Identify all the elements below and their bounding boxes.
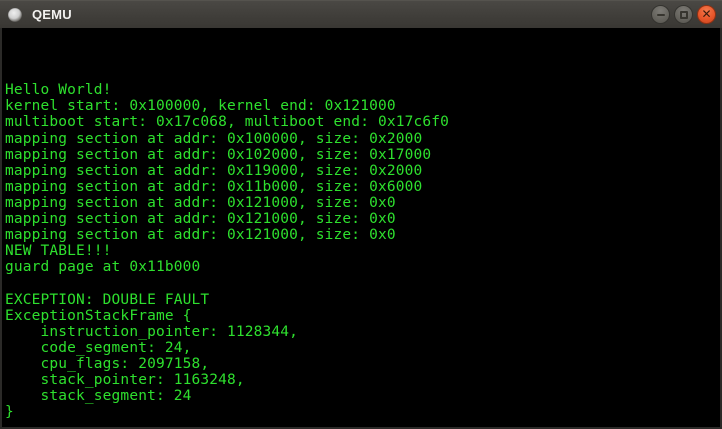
console-line: mapping section at addr: 0x119000, size:… (5, 162, 423, 179)
console-line: stack_pointer: 1163248, (5, 371, 245, 388)
app-circle-icon (8, 7, 22, 22)
console-line: mapping section at addr: 0x102000, size:… (5, 146, 432, 163)
window-titlebar[interactable]: QEMU ✕ (0, 0, 722, 28)
console-line: guard page at 0x11b000 (5, 259, 201, 276)
console-line (5, 275, 720, 291)
window-controls: ✕ (651, 5, 716, 24)
console-line: } (5, 404, 14, 421)
console-line (5, 34, 720, 50)
console-line: NEW TABLE!!! (5, 243, 112, 260)
console-line: mapping section at addr: 0x121000, size:… (5, 194, 396, 211)
console-line: multiboot start: 0x17c068, multiboot end… (5, 114, 449, 131)
console-line: mapping section at addr: 0x11b000, size:… (5, 178, 423, 195)
console-line: ExceptionStackFrame { (5, 307, 192, 324)
console-line: Hello World! (5, 82, 112, 99)
console-line: EXCEPTION: DOUBLE FAULT (5, 291, 210, 308)
minimize-button[interactable] (651, 5, 670, 24)
close-icon: ✕ (701, 7, 712, 21)
close-button[interactable]: ✕ (697, 5, 716, 24)
vm-console-output[interactable]: Hello World! kernel start: 0x100000, kern… (2, 28, 720, 427)
console-line: instruction_pointer: 1128344, (5, 323, 299, 340)
console-line (5, 66, 720, 82)
maximize-button[interactable] (674, 5, 693, 24)
vm-screen-frame: Hello World! kernel start: 0x100000, kern… (0, 28, 722, 429)
maximize-icon (679, 10, 688, 19)
minimize-icon (656, 13, 665, 16)
console-line: stack_segment: 24 (5, 388, 192, 405)
console-line: mapping section at addr: 0x121000, size:… (5, 211, 396, 228)
console-line: cpu_flags: 2097158, (5, 355, 210, 372)
console-line: mapping section at addr: 0x121000, size:… (5, 227, 396, 244)
window-title: QEMU (32, 7, 72, 22)
console-line: kernel start: 0x100000, kernel end: 0x12… (5, 98, 396, 115)
console-line (5, 50, 720, 66)
console-line: code_segment: 24, (5, 339, 192, 356)
console-line: mapping section at addr: 0x100000, size:… (5, 130, 423, 147)
